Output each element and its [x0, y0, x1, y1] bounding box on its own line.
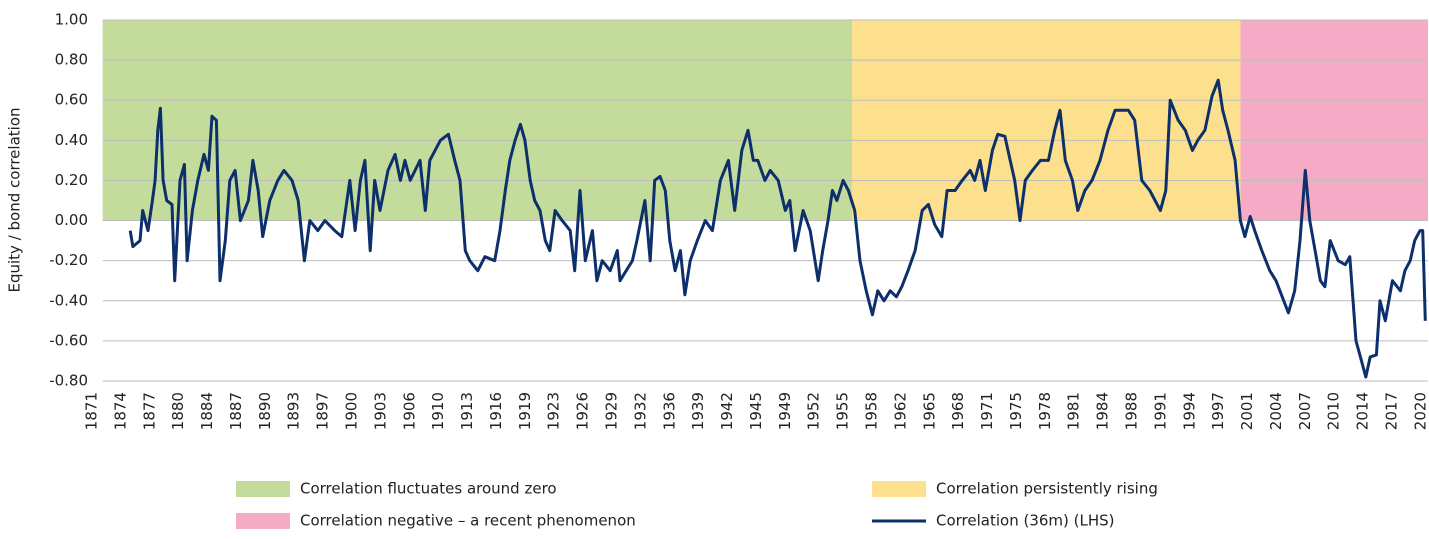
x-tick-label: 1978: [1036, 392, 1054, 430]
x-tick-label: 1952: [805, 392, 823, 430]
x-tick-label: 2017: [1383, 392, 1401, 430]
x-tick-label: 1929: [603, 392, 621, 430]
y-tick-label: -0.80: [49, 372, 88, 390]
x-tick-label: 2004: [1267, 392, 1285, 430]
legend-swatch: [872, 481, 926, 497]
x-tick-label: 1997: [1209, 392, 1227, 430]
x-tick-label: 1871: [83, 392, 101, 430]
x-tick-label: 2007: [1296, 392, 1314, 430]
x-tick-label: 1900: [343, 392, 361, 430]
x-tick-label: 1903: [371, 392, 389, 430]
y-tick-label: 1.00: [55, 11, 88, 29]
x-tick-label: 1932: [631, 392, 649, 430]
y-tick-label: 0.60: [55, 91, 88, 109]
x-tick-label: 1939: [689, 392, 707, 430]
x-tick-label: 2020: [1411, 392, 1429, 430]
x-tick-label: 1991: [1151, 392, 1169, 430]
y-tick-label: 0.40: [55, 131, 88, 149]
x-tick-label: 2001: [1238, 392, 1256, 430]
x-tick-label: 1962: [891, 392, 909, 430]
x-tick-label: 1955: [834, 392, 852, 430]
legend-label: Correlation negative – a recent phenomen…: [300, 512, 636, 530]
region-band: [1240, 20, 1428, 221]
x-tick-label: 1965: [920, 392, 938, 430]
x-tick-label: 1923: [545, 392, 563, 430]
x-tick-label: 1988: [1123, 392, 1141, 430]
legend-label: Correlation persistently rising: [936, 480, 1158, 498]
x-tick-label: 1975: [1007, 392, 1025, 430]
x-tick-label: 2014: [1354, 392, 1372, 430]
x-tick-label: 1984: [1094, 392, 1112, 430]
region-band: [852, 20, 1241, 221]
y-tick-label: 0.00: [55, 211, 88, 229]
data-line: [128, 78, 1427, 379]
y-tick-label: 0.80: [55, 51, 88, 69]
x-tick-label: 1942: [718, 392, 736, 430]
x-tick-label: 1887: [227, 392, 245, 430]
x-tick-label: 1945: [747, 392, 765, 430]
legend-swatch: [236, 513, 290, 529]
x-tick-label: 1874: [111, 392, 129, 430]
x-tick-label: 1971: [978, 392, 996, 430]
x-tick-label: 1968: [949, 392, 967, 430]
x-tick-label: 1919: [516, 392, 534, 430]
x-tick-label: 1906: [400, 392, 418, 430]
x-tick-label: 1890: [256, 392, 274, 430]
x-tick-label: 1897: [314, 392, 332, 430]
x-tick-label: 1893: [285, 392, 303, 430]
region-band: [102, 20, 852, 221]
x-tick-label: 1994: [1180, 392, 1198, 430]
legend-swatch: [236, 481, 290, 497]
x-tick-label: 1877: [140, 392, 158, 430]
x-tick-label: 1949: [776, 392, 794, 430]
legend-label: Correlation fluctuates around zero: [300, 480, 557, 498]
x-tick-label: 1913: [458, 392, 476, 430]
x-tick-label: 1936: [660, 392, 678, 430]
x-tick-label: 1981: [1065, 392, 1083, 430]
legend-label: Correlation (36m) (LHS): [936, 512, 1115, 530]
y-tick-label: 0.20: [55, 171, 88, 189]
x-tick-label: 1926: [574, 392, 592, 430]
x-tick-label: 1916: [487, 392, 505, 430]
x-tick-label: 1910: [429, 392, 447, 430]
x-tick-label: 1958: [863, 392, 881, 430]
y-tick-label: -0.60: [49, 331, 88, 349]
x-tick-label: 1880: [169, 392, 187, 430]
x-tick-label: 1884: [198, 392, 216, 430]
y-tick-label: -0.20: [49, 251, 88, 269]
y-tick-label: -0.40: [49, 291, 88, 309]
y-axis-label: Equity / bond correlation: [6, 107, 24, 292]
x-tick-label: 2010: [1325, 392, 1343, 430]
